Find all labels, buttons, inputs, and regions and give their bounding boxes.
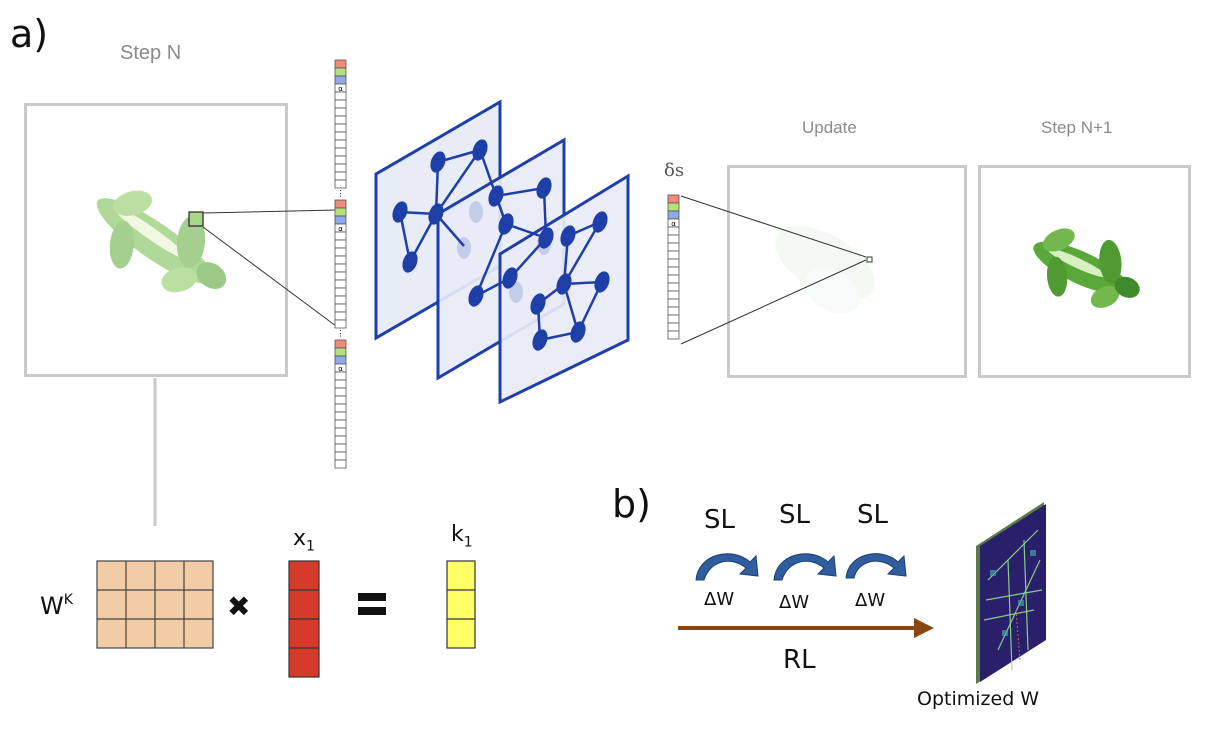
vector-x-subscript: 1 [306, 538, 315, 555]
equals-icon [358, 593, 386, 617]
vector-x-symbol: x [293, 526, 307, 551]
sl-label-1: SL [704, 505, 735, 535]
vector-k-symbol: k [451, 522, 464, 547]
loop-arrow-icon-3 [845, 553, 907, 579]
alpha-channel-label: α [338, 85, 343, 93]
sl-label-2: SL [779, 500, 810, 530]
alpha-channel-label: α [671, 220, 676, 228]
step-n1-caption: Step N+1 [1041, 118, 1113, 137]
vector-cell [334, 319, 347, 329]
matrix-wk-label: WK [40, 592, 73, 620]
multiply-icon: ✖ [227, 590, 251, 623]
dw-label-3: ΔW [855, 590, 886, 611]
matrix-superscript: K [63, 592, 73, 608]
sl-loop-arrows [695, 553, 907, 581]
ellipsis-mark: ⋮ [337, 329, 345, 338]
dw-label-1: ΔW [704, 589, 735, 610]
state-vector-stack: α ⋮ α ⋮ α [334, 59, 347, 469]
loop-arrow-icon-2 [773, 553, 837, 581]
optimized-w-heatmap [976, 502, 1046, 684]
vector-k-label: k1 [451, 522, 473, 550]
vector-cell [334, 179, 347, 189]
loop-arrow-icon-1 [695, 553, 759, 581]
selected-cell [188, 211, 204, 227]
panel-b-label: b) [612, 482, 651, 526]
lizard-image-step-n1 [1033, 228, 1140, 308]
neural-network-planes [374, 99, 630, 405]
dw-label-2: ΔW [779, 592, 810, 613]
update-frame [727, 165, 967, 378]
rl-arrow [678, 618, 934, 638]
vector-cell [334, 459, 347, 469]
update-image [775, 226, 875, 314]
vector-k1 [446, 560, 476, 649]
delta-s-vector: α [667, 194, 680, 340]
step-n-caption: Step N [120, 42, 182, 64]
vector-k-subscript: 1 [463, 534, 473, 551]
alpha-channel-label: α [338, 365, 343, 373]
vector-cell [667, 330, 680, 340]
panel-a-label: a) [10, 12, 49, 56]
vector-x1 [288, 560, 320, 678]
alpha-channel-label: α [338, 225, 343, 233]
matrix-symbol: W [40, 592, 64, 620]
optimized-w-caption: Optimized W [917, 688, 1040, 710]
rl-label: RL [783, 645, 816, 675]
step-n1-frame [978, 165, 1191, 378]
delta-s-label: δs [664, 160, 685, 181]
ellipsis-mark: ⋮ [337, 189, 345, 198]
sl-label-3: SL [857, 500, 888, 530]
step-n-frame [24, 103, 288, 377]
update-caption: Update [802, 118, 857, 137]
lizard-image-step-n [96, 190, 227, 293]
matrix-wk [96, 560, 214, 649]
vector-x-label: x1 [293, 526, 315, 554]
